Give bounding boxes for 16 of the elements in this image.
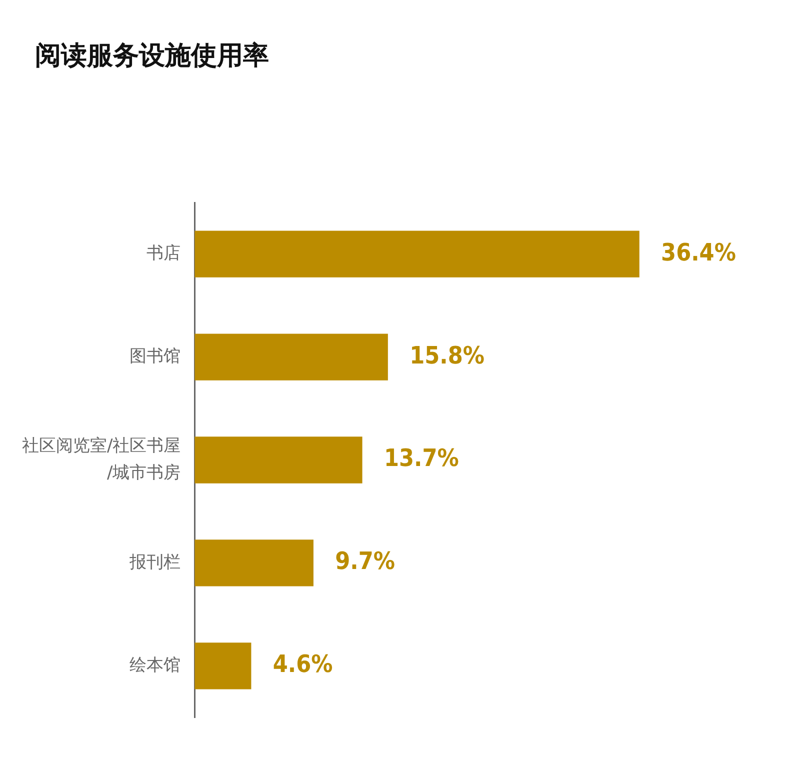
data-label: 4.6% <box>272 650 333 678</box>
bar <box>194 230 640 278</box>
bar <box>194 540 314 586</box>
y-tick-label: 社区阅览室/社区书屋/城市书房 <box>22 436 181 484</box>
data-label: 9.7% <box>335 547 396 576</box>
data-label: 13.7% <box>384 444 459 472</box>
bar <box>194 334 388 380</box>
data-label: 15.8% <box>410 341 484 370</box>
bar <box>194 642 252 690</box>
chart-title: 阅读服务设施使用率 <box>34 40 270 73</box>
y-tick-label: 绘本馆 <box>130 655 181 676</box>
y-tick-label: 书店 <box>146 244 181 264</box>
y-tick-label: 图书馆 <box>130 346 181 366</box>
data-label: 36.4% <box>661 238 736 266</box>
y-tick-label: 报刊栏 <box>128 552 181 572</box>
bar <box>194 436 362 484</box>
